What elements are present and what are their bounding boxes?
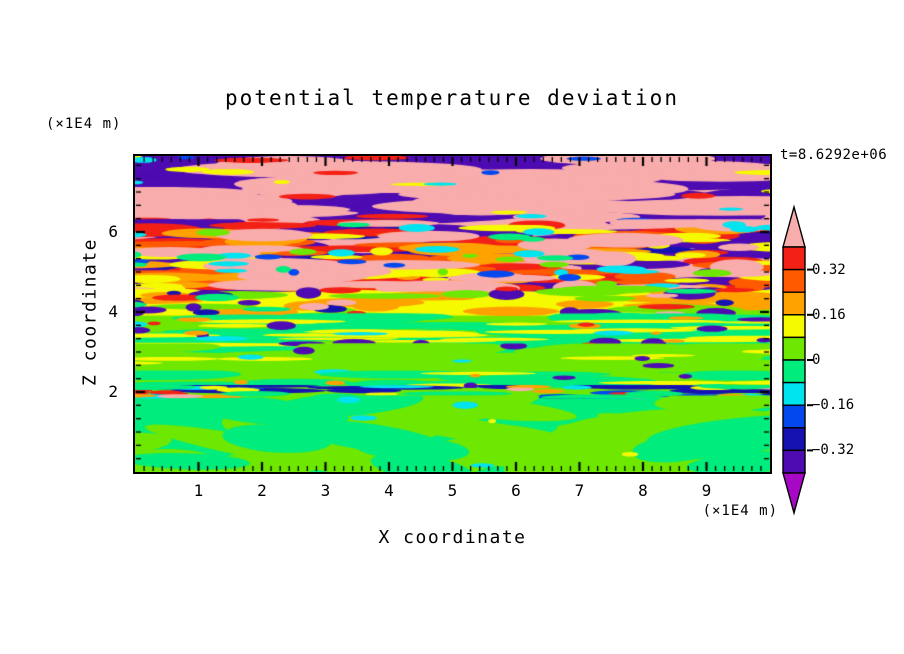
contour-field-canvas xyxy=(135,156,770,472)
x-tick-label: 3 xyxy=(320,481,331,500)
contour-plot-area xyxy=(133,154,772,474)
colorbar-label: 0.32 xyxy=(812,262,846,278)
time-annotation: t=8.6292e+06 xyxy=(780,147,888,163)
colorbar-segment xyxy=(782,314,806,339)
colorbar-segment xyxy=(782,336,806,361)
z-tick-label: 6 xyxy=(108,222,118,241)
colorbar-segment xyxy=(782,268,806,293)
colorbar-label: −0.16 xyxy=(812,397,855,413)
x-tick-label: 1 xyxy=(193,481,204,500)
colorbar-segment xyxy=(782,449,806,474)
x-tick-label: 6 xyxy=(511,481,521,500)
z-tick-label: 4 xyxy=(108,302,118,321)
colorbar-segment xyxy=(782,427,806,452)
z-axis-title: Z coordinate xyxy=(79,237,101,387)
x-axis-title: X coordinate xyxy=(378,527,527,548)
colorbar-label: −0.32 xyxy=(812,442,855,458)
x-tick-label: 8 xyxy=(638,481,648,500)
plot-title: potential temperature deviation xyxy=(225,86,679,110)
colorbar-over-arrow xyxy=(782,204,806,248)
z-axis-units-label: (×1E4 m) xyxy=(46,116,122,132)
x-tick-label: 5 xyxy=(447,481,458,500)
colorbar-segment xyxy=(782,246,806,271)
colorbar-segment xyxy=(782,359,806,384)
x-axis-units-label: (×1E4 m) xyxy=(702,503,778,519)
z-tick-label: 2 xyxy=(108,382,118,401)
colorbar xyxy=(782,204,813,516)
colorbar-label: 0 xyxy=(812,352,821,368)
x-tick-label: 2 xyxy=(257,481,267,500)
x-tick-label: 9 xyxy=(701,481,712,500)
colorbar-segment xyxy=(782,404,806,429)
colorbar-label: 0.16 xyxy=(812,307,846,323)
x-tick-label: 7 xyxy=(574,481,585,500)
colorbar-segment xyxy=(782,381,806,406)
colorbar-under-arrow xyxy=(782,472,806,516)
x-tick-label: 4 xyxy=(384,481,394,500)
colorbar-segment xyxy=(782,291,806,316)
